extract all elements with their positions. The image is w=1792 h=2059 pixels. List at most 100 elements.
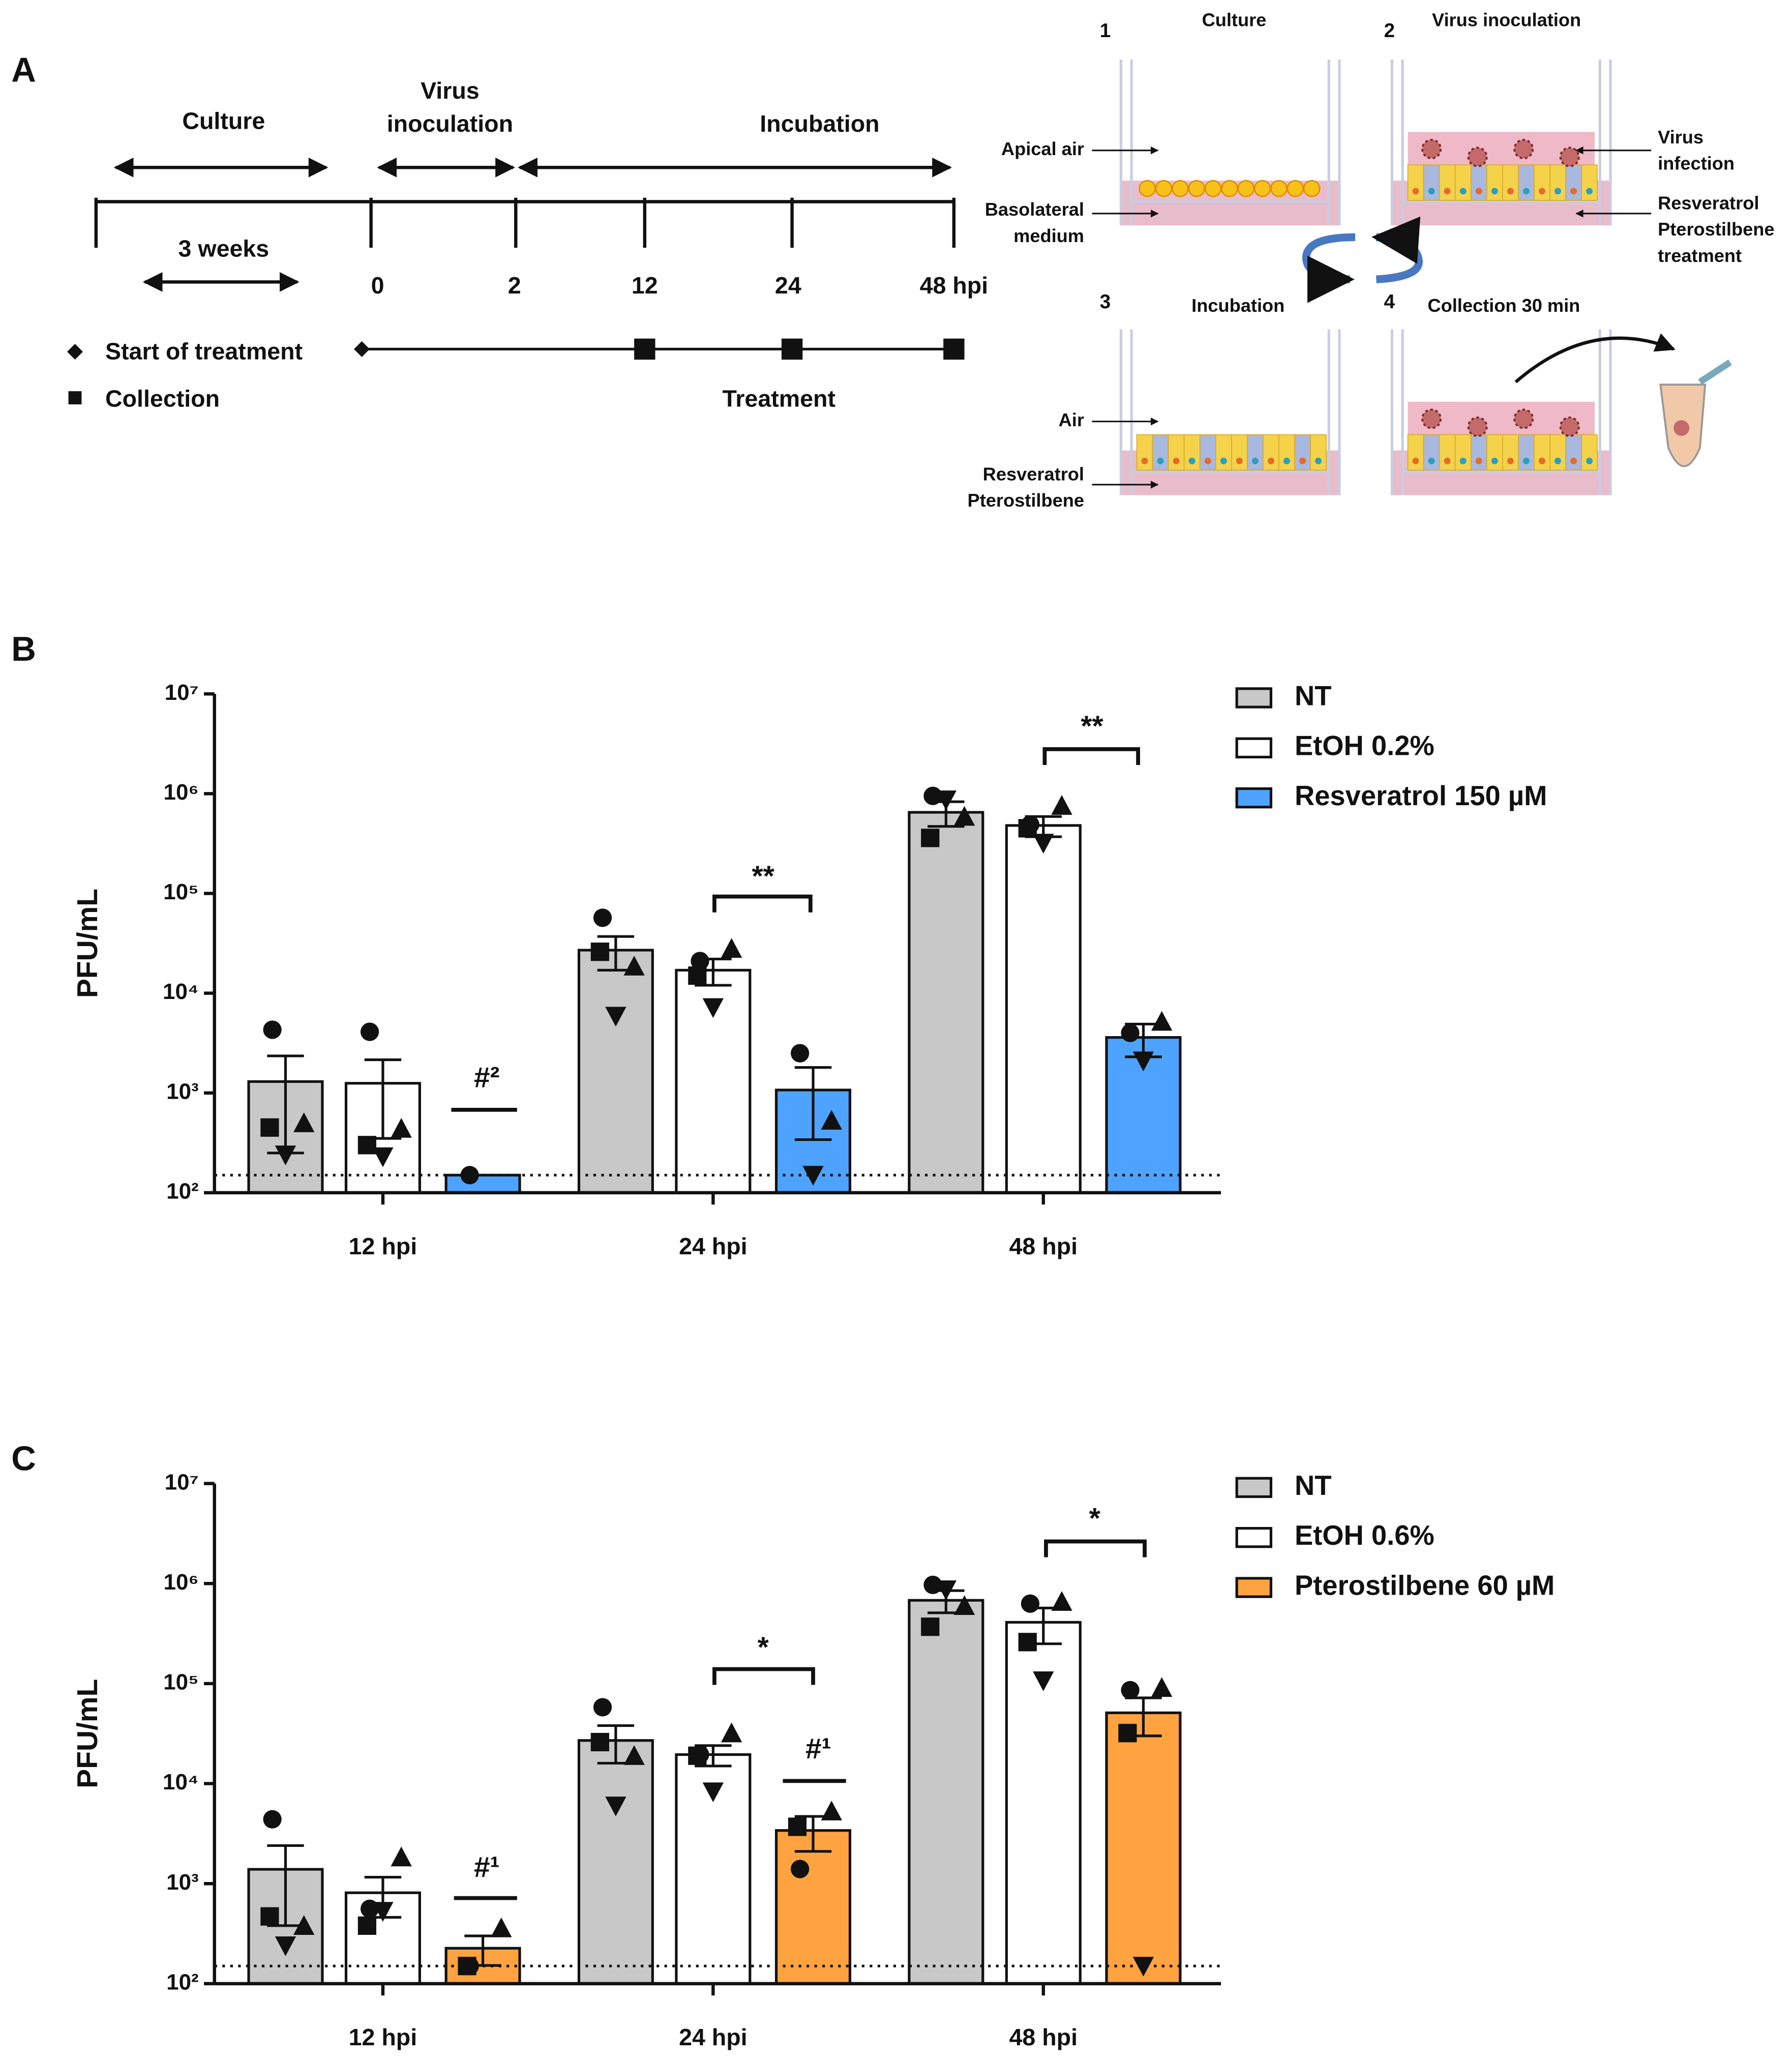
data-point bbox=[791, 1860, 810, 1878]
nucleus bbox=[1444, 188, 1451, 195]
phase-label: Culture bbox=[182, 108, 265, 134]
cell bbox=[1303, 180, 1321, 197]
cell bbox=[1565, 434, 1582, 471]
data-point bbox=[460, 1166, 479, 1185]
cell bbox=[1310, 434, 1327, 471]
cell bbox=[1486, 164, 1503, 201]
data-point bbox=[372, 1902, 394, 1922]
nucleus bbox=[1444, 457, 1451, 464]
nucleus bbox=[1428, 457, 1435, 464]
nucleus bbox=[1251, 457, 1259, 464]
y-tick-label: 10⁷ bbox=[165, 1469, 199, 1494]
nucleus bbox=[1283, 457, 1290, 464]
data-point bbox=[593, 908, 612, 927]
schematic-label: treatment bbox=[1658, 245, 1742, 266]
data-point bbox=[1151, 1677, 1173, 1697]
cell bbox=[1502, 434, 1519, 471]
legend-swatch bbox=[1235, 1527, 1272, 1548]
data-point bbox=[391, 1117, 412, 1138]
schematic-label: Air bbox=[1059, 409, 1084, 430]
significance-label: ** bbox=[752, 860, 775, 892]
virus bbox=[1467, 146, 1488, 167]
nucleus bbox=[1267, 457, 1274, 464]
y-tick-label: 10⁵ bbox=[163, 879, 199, 904]
legend-swatch bbox=[1235, 737, 1272, 759]
step-title: Incubation bbox=[1191, 295, 1285, 316]
timeline-tick-label: 24 bbox=[775, 272, 801, 299]
transfer-arrow bbox=[1514, 333, 1676, 384]
y-tick-label: 10⁶ bbox=[164, 780, 199, 805]
data-point bbox=[953, 1595, 975, 1615]
diamond-icon bbox=[354, 341, 370, 357]
data-point bbox=[357, 1916, 376, 1935]
nucleus bbox=[1220, 457, 1227, 464]
schematic-label: infection bbox=[1658, 153, 1735, 174]
cell bbox=[1470, 164, 1487, 201]
legend-label: Start of treatment bbox=[105, 338, 303, 364]
nucleus bbox=[1204, 457, 1211, 464]
data-point bbox=[921, 829, 940, 847]
bar bbox=[774, 1829, 852, 1985]
cell bbox=[1581, 434, 1598, 471]
bar bbox=[444, 1173, 521, 1194]
schematic-label: Pterostilbene bbox=[1658, 219, 1774, 240]
step-number: 4 bbox=[1384, 291, 1395, 313]
step-number: 2 bbox=[1384, 20, 1395, 42]
nucleus bbox=[1586, 457, 1593, 464]
data-point bbox=[1121, 1681, 1140, 1699]
cycle-arrow bbox=[1371, 216, 1423, 283]
nucleus bbox=[1459, 457, 1467, 464]
significance-label: #² bbox=[474, 1061, 500, 1094]
data-point bbox=[1132, 1957, 1154, 1977]
significance-line bbox=[712, 1667, 815, 1685]
schematic-label: Apical air bbox=[1001, 138, 1084, 159]
data-point bbox=[688, 1746, 707, 1765]
cell bbox=[1407, 164, 1424, 201]
cell bbox=[1581, 164, 1598, 201]
x-tick-label: 24 hpi bbox=[679, 1233, 748, 1259]
data-point bbox=[275, 1145, 296, 1165]
transwell bbox=[1390, 60, 1612, 226]
nucleus bbox=[1507, 457, 1514, 464]
legend-swatch bbox=[1235, 787, 1272, 809]
schematic-label: Virus bbox=[1658, 127, 1704, 148]
schematic-label: Basolateral bbox=[985, 199, 1084, 220]
significance-line bbox=[712, 894, 813, 913]
cell bbox=[1454, 164, 1472, 201]
phase-label: inoculation bbox=[387, 110, 513, 137]
cell bbox=[1263, 434, 1279, 471]
y-tick-label: 10² bbox=[166, 1179, 199, 1203]
cell bbox=[1407, 434, 1424, 471]
cell bbox=[1439, 434, 1456, 471]
cell bbox=[1152, 434, 1169, 471]
data-point bbox=[391, 1846, 412, 1867]
legend-label: EtOH 0.2% bbox=[1295, 730, 1435, 761]
significance-label: * bbox=[1089, 1502, 1101, 1535]
cell bbox=[1549, 434, 1566, 471]
tube-cap bbox=[1698, 359, 1732, 385]
nucleus bbox=[1157, 457, 1164, 464]
square-icon bbox=[781, 338, 803, 360]
data-point bbox=[605, 1797, 626, 1816]
nucleus bbox=[1459, 188, 1467, 195]
data-point bbox=[1132, 1051, 1154, 1072]
schematic-label: Pterostilbene bbox=[968, 490, 1084, 511]
cell bbox=[1518, 164, 1535, 201]
panel-label: A bbox=[11, 51, 36, 90]
data-point bbox=[1118, 1724, 1137, 1743]
y-tick-label: 10⁵ bbox=[163, 1670, 199, 1695]
data-point bbox=[623, 1745, 645, 1765]
transwell bbox=[1119, 60, 1341, 226]
significance-line bbox=[1042, 747, 1140, 765]
data-point bbox=[360, 1022, 379, 1041]
legend-label: NT bbox=[1295, 680, 1331, 711]
data-point bbox=[702, 1782, 724, 1803]
legend-label: NT bbox=[1295, 1470, 1331, 1501]
bar bbox=[908, 811, 984, 1194]
step-number: 1 bbox=[1100, 20, 1111, 42]
virus bbox=[1559, 146, 1580, 167]
cell bbox=[1549, 164, 1566, 201]
virus bbox=[1674, 420, 1690, 436]
data-point bbox=[721, 1722, 742, 1743]
